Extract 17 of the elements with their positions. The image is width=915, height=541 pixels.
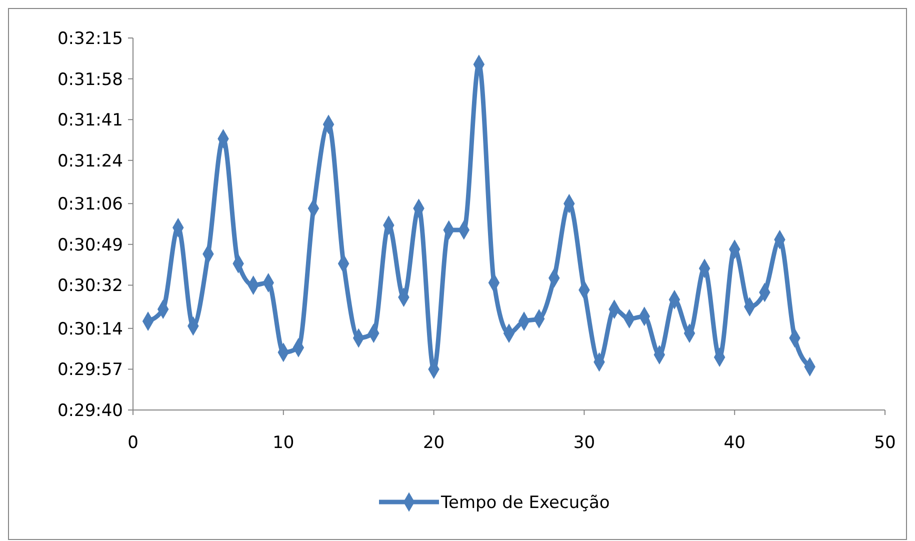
y-tick-label: 0:29:57	[57, 360, 123, 380]
x-tick-label: 40	[724, 433, 746, 453]
x-tick-label: 50	[874, 433, 896, 453]
y-tick-label: 0:31:06	[57, 194, 123, 215]
legend-label: Tempo de Execução	[440, 492, 610, 513]
y-tick-label: 0:31:41	[57, 110, 123, 131]
y-tick-label: 0:31:58	[57, 70, 123, 90]
y-tick-label: 0:32:15	[57, 28, 123, 49]
x-tick-label: 30	[573, 433, 596, 453]
y-tick-label: 0:29:40	[57, 400, 123, 421]
x-tick-label: 20	[422, 433, 445, 453]
y-tick-label: 0:30:32	[57, 276, 123, 296]
x-tick-label: 0	[128, 433, 138, 453]
x-tick-label: 10	[272, 433, 294, 453]
y-tick-label: 0:30:14	[57, 319, 123, 340]
y-tick-label: 0:31:24	[57, 151, 123, 172]
y-tick-label: 0:30:49	[57, 235, 123, 256]
